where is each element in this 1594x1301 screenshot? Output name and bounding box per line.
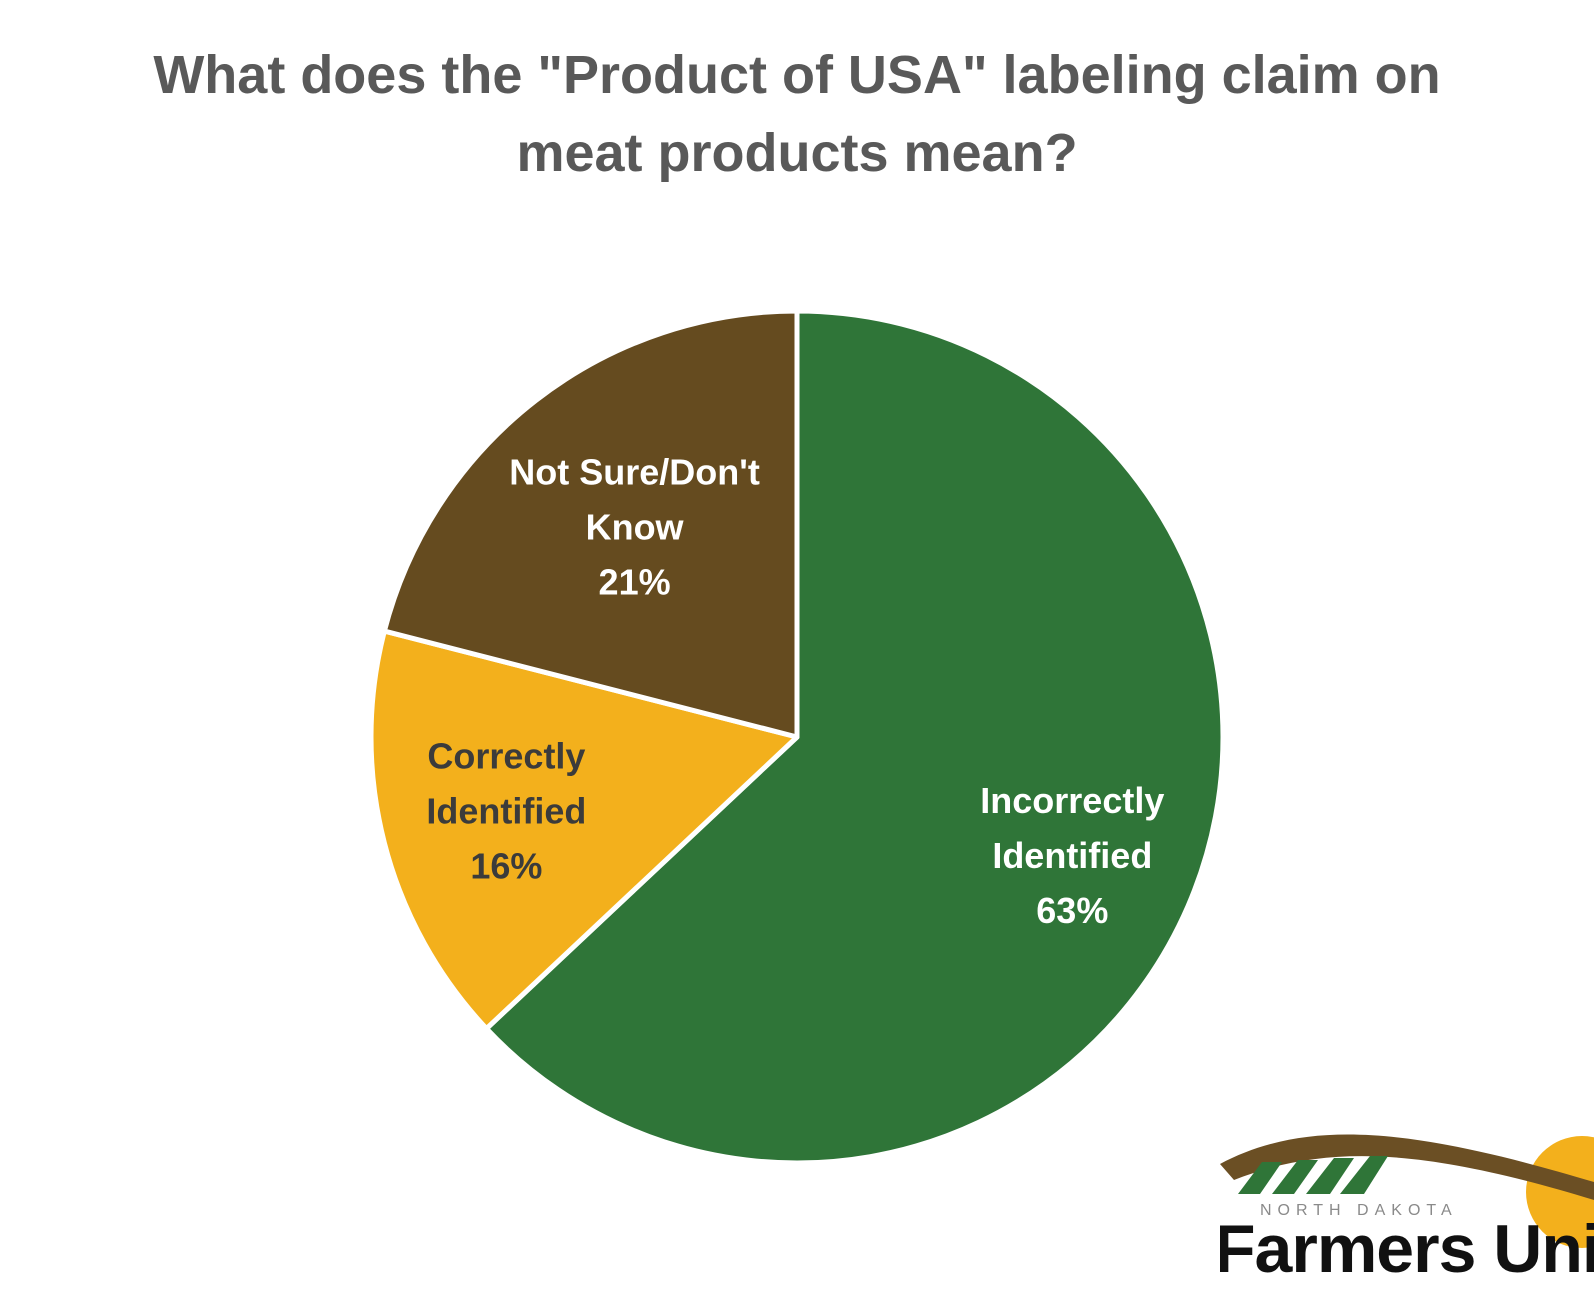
field-row-icon: [1306, 1158, 1354, 1194]
sun-icon: [1526, 1136, 1594, 1248]
pie-slice: [483, 308, 1226, 1166]
slice-label-line: 21%: [599, 562, 671, 603]
slice-label: Incorrectly Identified 63%: [980, 780, 1164, 931]
slice-label-line: Not Sure/Don't: [509, 452, 760, 493]
farmers-union-logo: NORTH DAKOTA Farmers Uni: [1220, 1120, 1594, 1301]
field-row-icon: [1238, 1162, 1282, 1194]
slice-label: Correctly Identified 16%: [426, 736, 586, 887]
slice-label-line: Identified: [426, 791, 586, 832]
slice-label-line: Identified: [992, 835, 1152, 876]
field-row-icon: [1272, 1160, 1318, 1194]
field-row-icon: [1340, 1156, 1388, 1194]
logo-big-text: Farmers Uni: [1220, 1211, 1594, 1287]
slice-label-line: Know: [586, 507, 685, 548]
pie-slice: [368, 628, 800, 1032]
chart-title: What does the "Product of USA" labeling …: [153, 45, 1441, 183]
logo-small-text: NORTH DAKOTA: [1260, 1202, 1458, 1219]
slice-label-line: 63%: [1036, 890, 1108, 931]
pie-slices: [368, 308, 1226, 1166]
slice-label-line: 16%: [470, 846, 542, 887]
pie-labels: Incorrectly Identified 63% Correctly Identif…: [426, 452, 1164, 932]
pie-slice: [381, 308, 800, 740]
slice-label: Not Sure/Don't Know 21%: [509, 452, 760, 603]
slice-label-line: Incorrectly: [980, 780, 1164, 821]
hill-stripe-icon: [1220, 1134, 1594, 1200]
slice-label-line: Correctly: [427, 736, 585, 777]
logo-graphic: [1220, 1134, 1594, 1248]
